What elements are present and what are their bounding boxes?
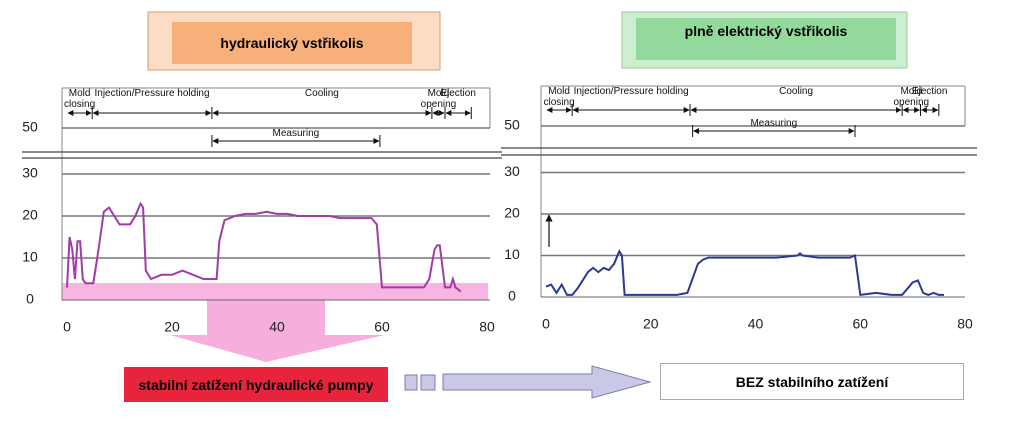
down-arrow [170, 300, 385, 362]
y-tick-label: 50 [22, 119, 38, 135]
y-tick-label: 20 [504, 205, 520, 221]
x-tick-label: 0 [63, 319, 71, 335]
y-tick-label: 0 [508, 288, 516, 304]
chart-title: hydraulický vstřikolis [220, 35, 364, 51]
phase-label: Cooling [304, 88, 339, 99]
title-box-inner [636, 18, 896, 60]
annotation: stabilní zatížení hydraulické pumpy [124, 367, 388, 402]
y-tick-label: 20 [22, 207, 38, 223]
connector-square [420, 374, 436, 391]
x-tick-label: 40 [748, 316, 764, 332]
x-tick-label: 60 [374, 319, 390, 335]
x-tick-label: 20 [164, 319, 180, 335]
phase-label: Mold opening [420, 88, 457, 110]
phase-label: Cooling [779, 86, 814, 97]
x-tick-label: 0 [542, 316, 550, 332]
phase-label: Injection/Pressure holding [573, 86, 689, 97]
phase-label: Mold opening [893, 86, 930, 108]
right-arrow [442, 365, 652, 399]
phase-label: Mold closing [543, 86, 575, 108]
y-tick-label: 10 [504, 246, 520, 262]
y-tick-label: 30 [22, 165, 38, 181]
phase-label: Measuring [750, 118, 798, 129]
chart-title: plně elektrický vstřikolis [684, 23, 848, 39]
connector-square [404, 374, 418, 391]
annotation: BEZ stabilního zatížení [660, 363, 964, 400]
phase-label: Mold closing [64, 88, 96, 110]
phase-label: Injection/Pressure holding [94, 88, 210, 99]
y-tick-label: 50 [504, 117, 520, 133]
y-tick-label: 0 [26, 291, 34, 307]
data-line [545, 249, 944, 297]
y-tick-label: 10 [22, 249, 38, 265]
x-tick-label: 60 [852, 316, 868, 332]
y-tick-label: 30 [504, 163, 520, 179]
phase-label: Ejection [440, 88, 476, 99]
data-line [66, 201, 462, 293]
x-tick-label: 20 [643, 316, 659, 332]
x-tick-label: 80 [957, 316, 973, 332]
title-box-inner [172, 22, 412, 64]
phase-label: Ejection [911, 86, 948, 97]
x-tick-label: 80 [479, 319, 495, 335]
x-tick-label: 40 [269, 319, 285, 335]
phase-label: Measuring [272, 128, 320, 139]
